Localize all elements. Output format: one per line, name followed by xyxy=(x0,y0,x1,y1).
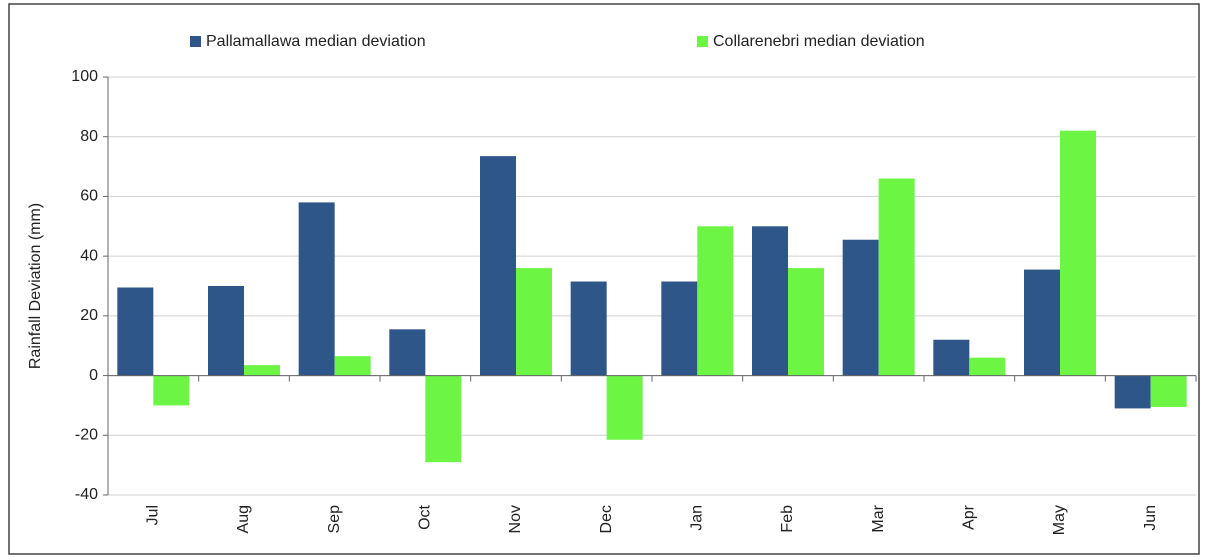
x-tick-label: Sep xyxy=(326,505,343,534)
bar xyxy=(1114,375,1151,409)
x-tick-label: Aug xyxy=(235,505,252,533)
x-tick-label: Dec xyxy=(598,505,615,533)
bar xyxy=(208,286,244,376)
bar xyxy=(1150,375,1187,407)
y-tick-label: 60 xyxy=(80,188,98,205)
y-tick-label: 20 xyxy=(80,307,98,324)
x-tick-label: Mar xyxy=(870,504,887,532)
bar xyxy=(389,329,426,376)
bar xyxy=(480,156,516,376)
legend-label: Collarenebri median deviation xyxy=(713,33,925,50)
bar xyxy=(842,239,879,376)
bar xyxy=(117,287,154,376)
legend-label: Pallamallawa median deviation xyxy=(206,33,426,50)
bar xyxy=(752,226,788,376)
bar xyxy=(1060,130,1096,376)
legend-swatch xyxy=(190,36,201,47)
bar xyxy=(933,339,970,376)
x-tick-label: Oct xyxy=(417,504,434,529)
bar xyxy=(298,202,335,376)
bar xyxy=(661,281,698,376)
x-tick-label: Feb xyxy=(779,505,796,533)
x-tick-label: Jun xyxy=(1142,505,1159,531)
bar xyxy=(697,226,734,376)
bar xyxy=(878,178,915,376)
y-axis-label: Rainfall Deviation (mm) xyxy=(27,203,44,369)
y-tick-label: 80 xyxy=(80,128,98,145)
bar xyxy=(606,375,643,440)
bar xyxy=(570,281,607,376)
x-tick-label: Jul xyxy=(145,505,162,525)
legend-swatch xyxy=(697,36,708,47)
y-tick-label: -20 xyxy=(75,427,98,444)
y-tick-label: 0 xyxy=(89,367,98,384)
chart-border xyxy=(8,3,1200,555)
x-tick-label: Jan xyxy=(689,505,706,531)
bar xyxy=(244,365,280,376)
bar xyxy=(153,375,190,406)
y-tick-label: 40 xyxy=(80,247,98,264)
bar xyxy=(516,268,552,376)
bar xyxy=(334,356,371,376)
x-tick-label: Nov xyxy=(507,505,524,533)
bar xyxy=(425,375,462,463)
bar xyxy=(788,268,824,376)
bar xyxy=(1024,269,1060,376)
y-tick-label: -40 xyxy=(75,486,98,503)
y-tick-label: 100 xyxy=(71,68,98,85)
x-tick-label: May xyxy=(1051,505,1068,535)
bar xyxy=(969,357,1006,376)
x-tick-label: Apr xyxy=(961,504,978,530)
